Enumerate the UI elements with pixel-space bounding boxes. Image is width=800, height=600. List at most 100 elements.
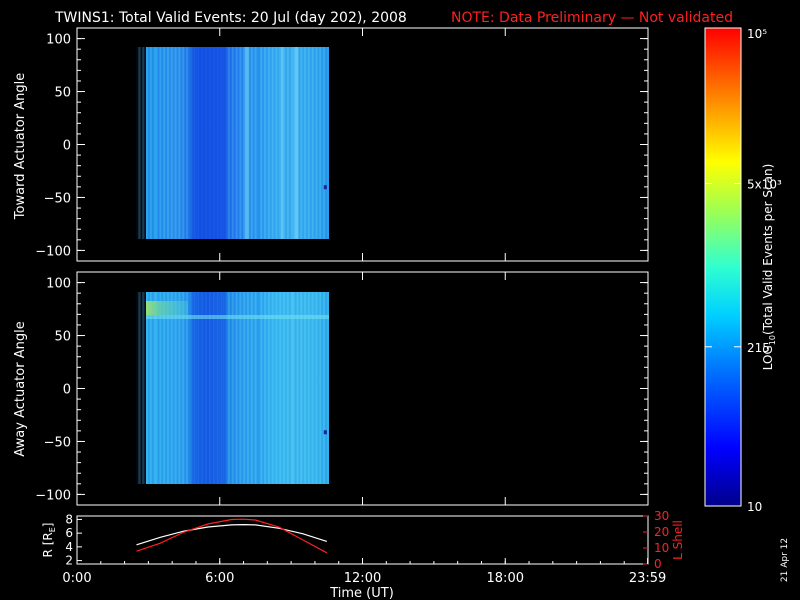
heatmap-column <box>201 47 204 239</box>
heatmap-column <box>168 47 171 239</box>
heatmap-column <box>265 47 269 239</box>
heatmap-column <box>245 292 248 484</box>
colorbar-tick-label: 10 <box>747 500 762 514</box>
heatmap-column <box>239 47 242 239</box>
heatmap-column <box>138 47 141 239</box>
heatmap-column <box>279 47 282 239</box>
heatmap-column <box>317 47 320 239</box>
colorbar: 10 215 5x10³ 10⁵ LOG10(Total Valid Events p… <box>704 27 782 514</box>
heatmap-column <box>323 47 326 239</box>
heatmap-column <box>241 292 244 484</box>
heatmap-column <box>165 292 168 484</box>
heatmap-column <box>321 292 324 484</box>
heatmap-column <box>206 47 210 239</box>
heatmap-column <box>159 47 162 239</box>
heatmap-column <box>300 292 303 484</box>
heatmap-column <box>161 47 164 239</box>
heatmap-column <box>324 47 328 239</box>
heatmap-column <box>172 47 175 239</box>
heatmap-column <box>205 47 208 239</box>
heatmap-column <box>208 47 211 239</box>
heatmap-column <box>178 292 181 484</box>
heatmap-away-columns <box>136 292 328 484</box>
heatmap-column <box>163 292 166 484</box>
heatmap-column <box>307 47 310 239</box>
heatmap-column <box>305 47 309 239</box>
heatmap-toward-columns <box>136 47 328 239</box>
colorbar-gradient <box>704 27 742 507</box>
heatmap-column <box>216 292 219 484</box>
heatmap-column <box>186 292 189 484</box>
ytick-label: 0 <box>63 383 71 398</box>
heatmap-column <box>186 47 189 239</box>
heatmap-column <box>235 47 238 239</box>
heatmap-column <box>307 292 310 484</box>
panel-toward-yaxis: 100 50 0 −50 −100 <box>35 28 648 261</box>
heatmap-column <box>246 47 250 239</box>
heatmap-column <box>142 292 145 484</box>
heatmap-column <box>245 47 248 239</box>
heatmap-column <box>235 292 238 484</box>
heatmap-column <box>182 292 185 484</box>
heatmap-column <box>277 292 280 484</box>
heatmap-column <box>222 47 225 239</box>
heatmap-column <box>142 47 145 239</box>
heatmap-column <box>180 292 183 484</box>
colorbar-tick-label: 215 <box>747 341 770 355</box>
ylabel-away: Away Actuator Angle <box>13 321 28 456</box>
heatmap-column <box>161 292 164 484</box>
heatmap-column <box>229 292 232 484</box>
ytick-radius: 8 <box>65 512 73 526</box>
heatmap-column <box>281 47 284 239</box>
heatmap-column <box>155 47 158 239</box>
heatmap-column <box>214 47 217 239</box>
heatmap-column <box>187 292 191 484</box>
heatmap-column <box>197 47 200 239</box>
ytick-label: 50 <box>54 330 71 345</box>
heatmap-column <box>313 292 316 484</box>
heatmap-column <box>227 292 230 484</box>
heatmap-column <box>184 292 187 484</box>
heatmap-column <box>298 292 301 484</box>
heatmap-column <box>315 292 318 484</box>
heatmap-column <box>214 292 217 484</box>
ylabel-radius: R [RE] <box>41 523 57 558</box>
heatmap-column <box>176 47 179 239</box>
heatmap-column <box>218 292 221 484</box>
heatmap-column <box>267 292 270 484</box>
heatmap-column <box>300 47 303 239</box>
xtick-label: 12:00 <box>344 571 381 586</box>
ytick-label: −100 <box>35 488 71 503</box>
heatmap-column <box>195 292 198 484</box>
ytick-label: −50 <box>44 435 71 450</box>
heatmap-column <box>144 292 147 484</box>
heatmap-column <box>277 47 280 239</box>
heatmap-column <box>269 47 272 239</box>
heatmap-column <box>283 292 286 484</box>
heatmap-column <box>144 47 147 239</box>
heatmap-column <box>283 47 286 239</box>
ytick-label: −100 <box>35 244 71 259</box>
heatmap-column <box>147 292 151 484</box>
heatmap-column <box>205 292 208 484</box>
heatmap-column <box>324 292 328 484</box>
colorbar-tick-label: 5x10³ <box>747 177 782 191</box>
ytick-lshell: 30 <box>654 509 669 523</box>
heatmap-column <box>317 292 320 484</box>
heatmap-column <box>191 292 194 484</box>
heatmap-column <box>302 47 305 239</box>
heatmap-column <box>151 292 154 484</box>
heatmap-column <box>250 47 253 239</box>
heatmap-column <box>155 292 158 484</box>
heatmap-column <box>262 292 265 484</box>
panel-away-yaxis: 100 50 0 −50 −100 <box>35 272 648 505</box>
heatmap-column <box>176 292 179 484</box>
xtick-label: 6:00 <box>205 571 234 586</box>
ytick-label: 0 <box>63 139 71 154</box>
heatmap-column <box>187 47 191 239</box>
heatmap-column <box>302 292 305 484</box>
heatmap-column <box>184 47 187 239</box>
heatmap-column <box>166 292 170 484</box>
